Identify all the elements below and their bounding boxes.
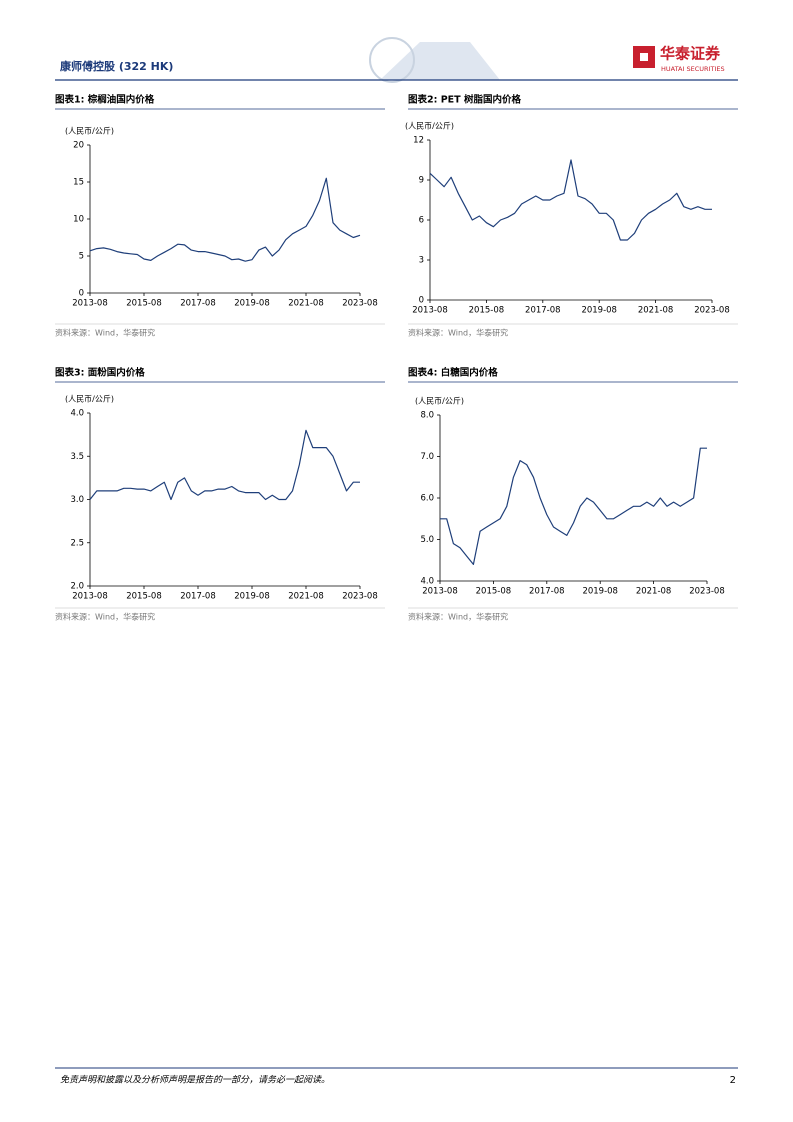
y-tick-label: 7.0 [420, 452, 434, 462]
y-tick-label: 5.0 [420, 535, 434, 545]
x-tick-label: 2019-08 [582, 587, 618, 597]
page-number: 2 [730, 1075, 736, 1086]
x-tick-label: 2021-08 [288, 299, 324, 309]
y-tick-label: 4.0 [70, 409, 84, 419]
y-tick-label: 8.0 [420, 411, 434, 421]
footer: 免责声明和披露以及分析师声明是报告的一部分，请务必一起阅读。 2 [55, 1067, 738, 1086]
x-tick-label: 2017-08 [180, 592, 216, 602]
x-tick-label: 2017-08 [180, 299, 216, 309]
y-tick-label: 2.0 [70, 582, 84, 592]
source: 资料来源：Wind，华泰研究 [55, 612, 155, 622]
figure-title: 图表4: 白糖国内价格 [408, 367, 498, 379]
y-tick-label: 6 [419, 216, 424, 226]
y-tick-label: 9 [419, 176, 424, 186]
y-tick-label: 12 [413, 136, 424, 146]
price-line [89, 429, 360, 501]
header-decoration [369, 37, 415, 83]
y-tick-label: 15 [73, 178, 84, 188]
y-tick-label: 0 [419, 296, 424, 306]
figure-title: 图表3: 面粉国内价格 [55, 367, 145, 379]
y-tick-label: 6.0 [420, 494, 434, 504]
price-line [429, 159, 712, 241]
x-tick-label: 2013-08 [412, 306, 448, 316]
logo-icon [640, 53, 648, 61]
y-tick-label: 4.0 [420, 577, 434, 587]
x-tick-label: 2021-08 [638, 306, 674, 316]
x-tick-label: 2015-08 [476, 587, 512, 597]
y-tick-label: 0 [79, 289, 84, 299]
company-name: 康师傅控股 (322 HK) [60, 59, 173, 73]
figure-title: 图表1: 棕榈油国内价格 [55, 94, 155, 106]
x-tick-label: 2013-08 [72, 592, 108, 602]
x-tick-label: 2013-08 [72, 299, 108, 309]
source: 资料来源：Wind，华泰研究 [408, 612, 508, 622]
x-tick-label: 2023-08 [694, 306, 730, 316]
x-tick-label: 2013-08 [422, 587, 458, 597]
figure: 图表4: 白糖国内价格 (人民币/公斤) 资料来源：Wind，华泰研究 4.0 5.0 6… [408, 367, 738, 622]
y-axis-label: (人民币/公斤) [405, 121, 454, 131]
y-tick-label: 5 [79, 252, 84, 262]
figure: 图表2: PET 树脂国内价格 (人民币/公斤) 资料来源：Wind，华泰研究 0 3 6… [405, 94, 738, 338]
x-tick-label: 2015-08 [126, 299, 162, 309]
y-tick-label: 10 [73, 215, 84, 225]
source: 资料来源：Wind，华泰研究 [408, 328, 508, 338]
header-decoration [380, 42, 500, 80]
figure: 图表3: 面粉国内价格 (人民币/公斤) 资料来源：Wind，华泰研究 2.0 2.5 3… [55, 367, 385, 622]
y-tick-label: 2.5 [70, 538, 84, 548]
x-tick-label: 2023-08 [342, 592, 378, 602]
price-line [89, 177, 361, 262]
y-axis-label: (人民币/公斤) [65, 394, 114, 404]
y-tick-label: 20 [73, 141, 84, 151]
x-tick-label: 2015-08 [469, 306, 505, 316]
x-tick-label: 2019-08 [234, 299, 270, 309]
x-tick-label: 2021-08 [636, 587, 672, 597]
x-tick-label: 2023-08 [342, 299, 378, 309]
x-tick-label: 2019-08 [234, 592, 270, 602]
disclaimer: 免责声明和披露以及分析师声明是报告的一部分，请务必一起阅读。 [60, 1075, 330, 1086]
y-tick-label: 3.5 [70, 452, 84, 462]
y-axis-label: (人民币/公斤) [415, 396, 464, 406]
source: 资料来源：Wind，华泰研究 [55, 328, 155, 338]
figure-title: 图表2: PET 树脂国内价格 [408, 94, 521, 106]
x-tick-label: 2023-08 [689, 587, 725, 597]
header: 康师傅控股 (322 HK) 华泰证券 HUATAI SECURITIES [55, 37, 738, 83]
x-tick-label: 2019-08 [581, 306, 617, 316]
logo-cn: 华泰证券 [660, 45, 721, 63]
price-line [440, 447, 707, 565]
x-tick-label: 2017-08 [525, 306, 561, 316]
y-tick-label: 3.0 [70, 495, 84, 505]
y-tick-label: 3 [419, 256, 424, 266]
logo-en: HUATAI SECURITIES [661, 65, 725, 73]
x-tick-label: 2021-08 [288, 592, 324, 602]
figure: 图表1: 棕榈油国内价格 (人民币/公斤) 资料来源：Wind，华泰研究 0 5 10 15… [55, 94, 385, 338]
x-tick-label: 2017-08 [529, 587, 565, 597]
x-tick-label: 2015-08 [126, 592, 162, 602]
y-axis-label: (人民币/公斤) [65, 126, 114, 136]
